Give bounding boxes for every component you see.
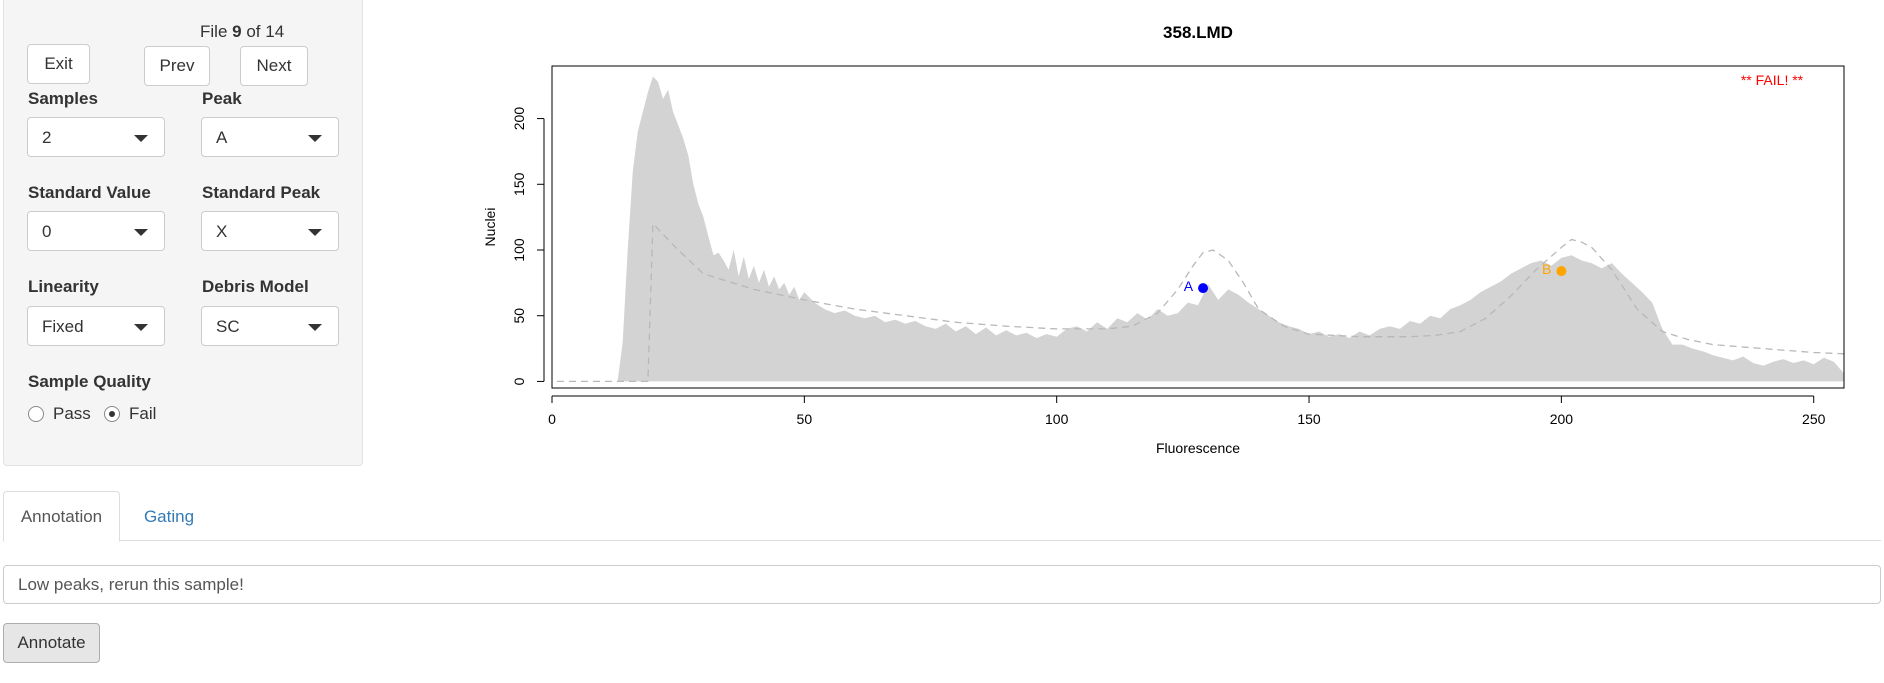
chart-title: 358.LMD: [1163, 23, 1233, 42]
quality-fail-option[interactable]: Fail: [104, 404, 156, 424]
file-total: of 14: [246, 22, 285, 41]
x-axis-label: Fluorescence: [1156, 440, 1240, 456]
linearity-select[interactable]: Fixed: [27, 306, 165, 346]
standard-peak-value: X: [216, 222, 228, 241]
chevron-down-icon: [308, 229, 322, 236]
fail-radio[interactable]: [104, 406, 120, 422]
x-tick-label: 50: [797, 411, 813, 427]
fail-label: Fail: [129, 404, 157, 423]
x-tick-label: 100: [1045, 411, 1069, 427]
standard-peak-label: Standard Peak: [202, 183, 321, 202]
next-button[interactable]: Next: [240, 46, 308, 86]
control-panel: File 9 of 14 Exit Prev Next Samples 2 Pe…: [3, 0, 363, 466]
sample-quality-label: Sample Quality: [28, 372, 151, 391]
samples-select[interactable]: 2: [27, 117, 165, 157]
file-counter: File 9 of 14: [200, 22, 284, 42]
chevron-down-icon: [134, 135, 148, 142]
chevron-down-icon: [134, 324, 148, 331]
x-tick-label: 200: [1550, 411, 1574, 427]
peak-value: A: [216, 128, 228, 147]
chevron-down-icon: [308, 324, 322, 331]
y-tick-label: 50: [511, 308, 527, 324]
standard-value-select[interactable]: 0: [27, 211, 165, 251]
file-prefix: File: [200, 22, 228, 41]
samples-value: 2: [42, 128, 52, 147]
peak-a-label: A: [1184, 278, 1194, 294]
y-tick-label: 150: [511, 172, 527, 196]
fit-curve: [557, 222, 1845, 383]
chevron-down-icon: [308, 135, 322, 142]
debris-model-value: SC: [216, 317, 240, 336]
plot-frame: [551, 65, 1845, 389]
prev-button[interactable]: Prev: [144, 46, 210, 86]
y-axis: 0 50 100 150 200: [511, 107, 545, 385]
linearity-label: Linearity: [28, 277, 99, 296]
file-index: 9: [232, 22, 242, 41]
x-tick-label: 0: [548, 411, 556, 427]
standard-peak-select[interactable]: X: [201, 211, 339, 251]
peak-b-label: B: [1542, 261, 1551, 277]
peak-a-marker: [1198, 283, 1209, 294]
histogram-plot: 358.LMD AB 0 50 100 150 200 250 050100150200 …: [482, 23, 1845, 456]
x-axis: 0 50 100 150 200 250: [548, 395, 1826, 427]
linearity-value: Fixed: [42, 317, 84, 336]
fit-curve-layer: [557, 222, 1845, 383]
annotate-button[interactable]: Annotate: [3, 623, 100, 663]
peak-b-marker: [1556, 266, 1567, 277]
debris-model-select[interactable]: SC: [201, 306, 339, 346]
tab-annotation[interactable]: Annotation: [3, 491, 120, 542]
y-tick-label: 0: [511, 377, 527, 385]
histogram-area-layer: [617, 76, 1844, 382]
fail-annotation: ** FAIL! **: [1741, 72, 1804, 88]
exit-button[interactable]: Exit: [27, 44, 90, 84]
y-tick-label: 100: [511, 238, 527, 262]
y-tick-label: 200: [511, 107, 527, 131]
peak-markers-layer: AB: [1184, 261, 1567, 294]
debris-model-label: Debris Model: [202, 277, 309, 296]
quality-pass-option[interactable]: Pass: [28, 404, 91, 424]
chevron-down-icon: [134, 229, 148, 236]
standard-value-value: 0: [42, 222, 52, 241]
y-axis-label: Nuclei: [482, 208, 498, 247]
tab-gating[interactable]: Gating: [143, 506, 195, 526]
x-tick-label: 150: [1297, 411, 1321, 427]
tab-bar: Annotation Gating: [3, 491, 1881, 542]
histogram-area: [617, 76, 1844, 382]
peak-label: Peak: [202, 89, 242, 108]
peak-select[interactable]: A: [201, 117, 339, 157]
pass-label: Pass: [53, 404, 91, 423]
annotation-input[interactable]: [3, 565, 1881, 604]
standard-value-label: Standard Value: [28, 183, 151, 202]
samples-label: Samples: [28, 89, 98, 108]
pass-radio[interactable]: [28, 406, 44, 422]
x-tick-label: 250: [1802, 411, 1826, 427]
